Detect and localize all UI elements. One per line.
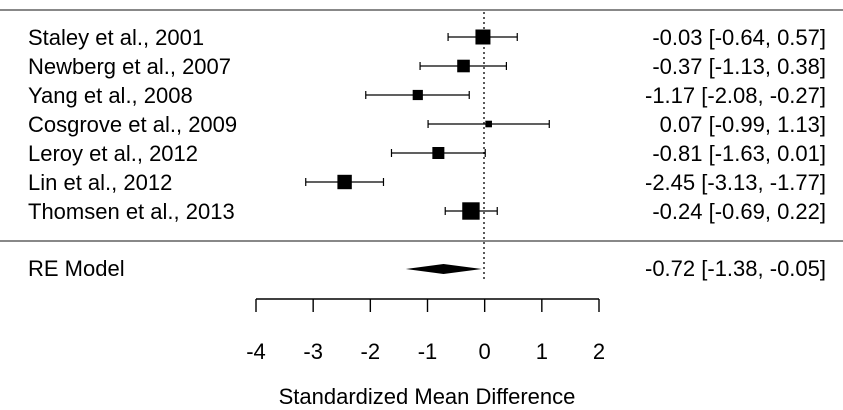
- point-estimate: [475, 29, 491, 45]
- point-estimate: [432, 147, 445, 159]
- study-row: Newberg et al., 2007 -0.37 [-1.13, 0.38]: [28, 54, 826, 79]
- summary-diamond: [405, 264, 482, 274]
- study-label: Cosgrove et al., 2009: [28, 112, 237, 137]
- ci-text: -0.24 [-0.69, 0.22]: [652, 199, 826, 224]
- ci-text: -1.17 [-2.08, -0.27]: [645, 83, 826, 108]
- x-tick-label: -2: [361, 339, 381, 364]
- study-label: Newberg et al., 2007: [28, 54, 231, 79]
- study-row: Yang et al., 2008 -1.17 [-2.08, -0.27]: [28, 83, 826, 108]
- study-row: Leroy et al., 2012 -0.81 [-1.63, 0.01]: [28, 141, 826, 166]
- ci-text: -0.37 [-1.13, 0.38]: [652, 54, 826, 79]
- study-label: Lin et al., 2012: [28, 170, 172, 195]
- study-row: Lin et al., 2012 -2.45 [-3.13, -1.77]: [28, 170, 826, 195]
- study-label: Yang et al., 2008: [28, 83, 193, 108]
- x-tick-label: 1: [536, 339, 548, 364]
- study-label: Staley et al., 2001: [28, 25, 204, 50]
- point-estimate: [412, 89, 423, 101]
- summary-ci-text: -0.72 [-1.38, -0.05]: [645, 256, 826, 281]
- x-tick-label: 0: [479, 339, 491, 364]
- x-tick-label: -3: [303, 339, 323, 364]
- point-estimate: [462, 202, 480, 220]
- summary-label: RE Model: [28, 256, 125, 281]
- ci-text: -0.81 [-1.63, 0.01]: [652, 141, 826, 166]
- summary-row: RE Model -0.72 [-1.38, -0.05]: [28, 256, 826, 281]
- study-label: Leroy et al., 2012: [28, 141, 198, 166]
- x-axis: -4 -3 -2 -1 0 1 2: [246, 298, 605, 364]
- study-label: Thomsen et al., 2013: [28, 199, 235, 224]
- x-tick-label: -1: [418, 339, 438, 364]
- study-rows: Staley et al., 2001 -0.03 [-0.64, 0.57] Ne…: [28, 25, 826, 224]
- x-axis-title: Standardized Mean Difference: [279, 384, 576, 409]
- x-tick-label: 2: [593, 339, 605, 364]
- ci-text: -0.03 [-0.64, 0.57]: [652, 25, 826, 50]
- ci-text: -2.45 [-3.13, -1.77]: [645, 170, 826, 195]
- point-estimate: [337, 174, 352, 190]
- point-estimate: [485, 120, 492, 128]
- study-row: Thomsen et al., 2013 -0.24 [-0.69, 0.22]: [28, 199, 826, 224]
- study-row: Staley et al., 2001 -0.03 [-0.64, 0.57]: [28, 25, 826, 50]
- x-tick-label: -4: [246, 339, 266, 364]
- study-row: Cosgrove et al., 2009 0.07 [-0.99, 1.13]: [28, 112, 826, 137]
- point-estimate: [457, 59, 470, 73]
- ci-text: 0.07 [-0.99, 1.13]: [660, 112, 826, 137]
